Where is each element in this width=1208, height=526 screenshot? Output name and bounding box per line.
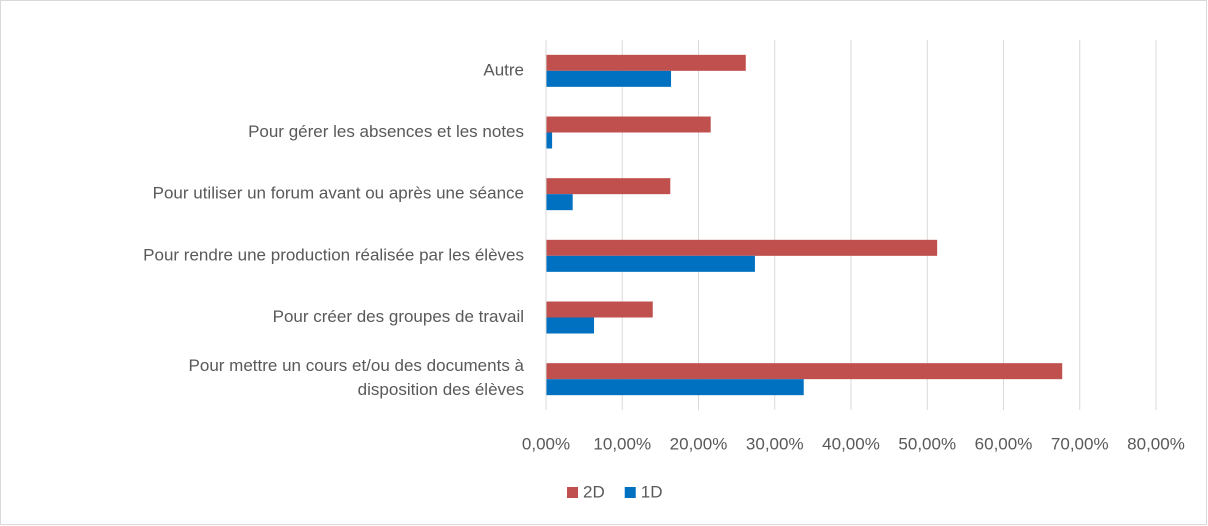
x-tick-label: 70,00% [1051, 434, 1109, 453]
y-tick-label: Pour rendre une production réalisée par … [143, 245, 524, 264]
bar [546, 239, 938, 256]
bar [546, 301, 653, 318]
legend-swatch [624, 487, 636, 498]
y-tick-label: Pour créer des groupes de travail [273, 307, 524, 326]
bar [546, 255, 755, 272]
legend-label: 2D [583, 482, 605, 501]
x-tick-label: 80,00% [1127, 434, 1185, 453]
x-tick-label: 0,00% [522, 434, 570, 453]
bar [546, 178, 671, 195]
bar [546, 70, 672, 87]
bar [546, 317, 595, 334]
bar [546, 132, 553, 149]
y-tick-label: Pour utiliser un forum avant ou après un… [153, 184, 524, 203]
legend-label: 1D [641, 482, 663, 501]
x-tick-label: 30,00% [746, 434, 804, 453]
legend-swatch [567, 487, 578, 498]
bar [546, 363, 1063, 380]
x-tick-label: 60,00% [975, 434, 1033, 453]
bar [546, 54, 746, 71]
y-tick-label: Pour mettre un cours et/ou des documents… [189, 357, 525, 400]
x-tick-label: 40,00% [822, 434, 880, 453]
x-tick-label: 50,00% [898, 434, 956, 453]
bar [546, 116, 711, 133]
x-tick-label: 20,00% [670, 434, 728, 453]
y-tick-label: Pour gérer les absences et les notes [248, 122, 524, 141]
bar [546, 194, 573, 211]
x-tick-label: 10,00% [593, 434, 651, 453]
bar [546, 379, 804, 396]
y-tick-label: Autre [483, 60, 524, 79]
